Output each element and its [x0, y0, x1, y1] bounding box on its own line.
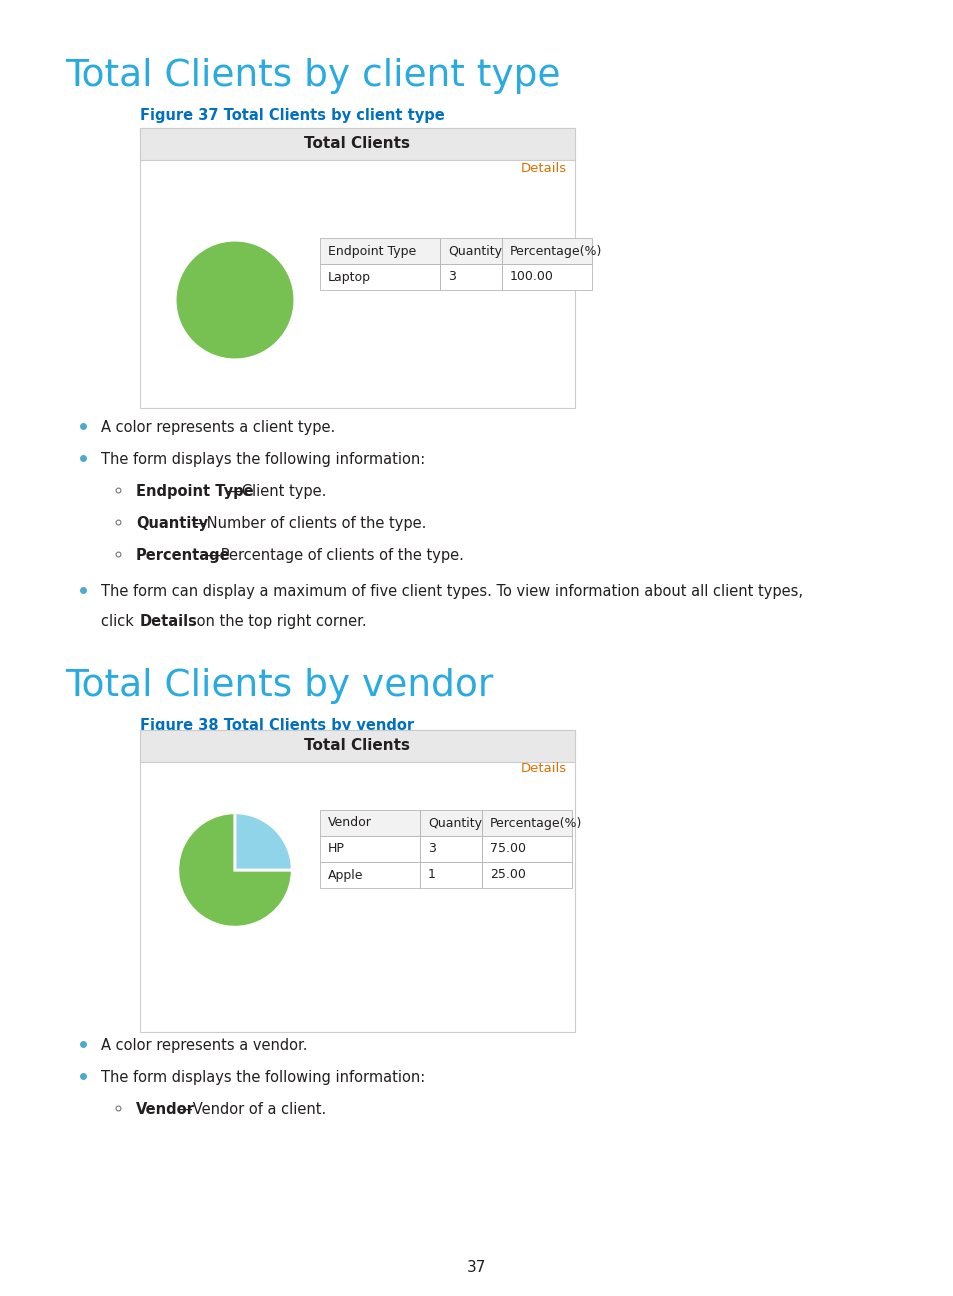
- Bar: [481, 862, 572, 888]
- Text: 25.00: 25.00: [490, 868, 525, 881]
- Bar: [140, 128, 575, 408]
- Bar: [319, 862, 419, 888]
- Bar: [439, 238, 501, 264]
- Bar: [319, 238, 439, 264]
- Text: —Percentage of clients of the type.: —Percentage of clients of the type.: [206, 548, 463, 562]
- Text: HP: HP: [328, 842, 345, 855]
- Text: 1: 1: [428, 868, 436, 881]
- Text: A color represents a vendor.: A color represents a vendor.: [101, 1038, 307, 1052]
- Text: Endpoint Type: Endpoint Type: [328, 245, 416, 258]
- Bar: [419, 836, 481, 862]
- Text: Endpoint Type: Endpoint Type: [136, 483, 253, 499]
- Text: Total Clients by client type: Total Clients by client type: [65, 58, 560, 95]
- Bar: [481, 810, 572, 836]
- Bar: [319, 836, 419, 862]
- Text: Apple: Apple: [328, 868, 363, 881]
- Text: Quantity: Quantity: [428, 816, 481, 829]
- Text: 3: 3: [448, 271, 456, 284]
- Bar: [140, 128, 575, 159]
- Text: Percentage(%): Percentage(%): [490, 816, 581, 829]
- Bar: [501, 264, 592, 290]
- Text: 37: 37: [467, 1261, 486, 1275]
- Text: Percentage: Percentage: [136, 548, 231, 562]
- Text: The form displays the following information:: The form displays the following informat…: [101, 452, 425, 467]
- Bar: [439, 264, 501, 290]
- Text: The form can display a maximum of five client types. To view information about a: The form can display a maximum of five c…: [101, 584, 802, 599]
- Text: Percentage(%): Percentage(%): [510, 245, 601, 258]
- Text: Quantity: Quantity: [448, 245, 501, 258]
- Text: Details: Details: [520, 762, 566, 775]
- Text: Total Clients by vendor: Total Clients by vendor: [65, 667, 493, 704]
- Text: Laptop: Laptop: [328, 271, 371, 284]
- Text: 3: 3: [428, 842, 436, 855]
- Text: Total Clients: Total Clients: [304, 739, 410, 753]
- Text: Figure 37 Total Clients by client type: Figure 37 Total Clients by client type: [140, 108, 444, 123]
- Text: 75.00: 75.00: [490, 842, 525, 855]
- Wedge shape: [177, 813, 292, 927]
- Text: Total Clients: Total Clients: [304, 136, 410, 152]
- Bar: [501, 238, 592, 264]
- Text: Details: Details: [139, 614, 197, 629]
- Wedge shape: [234, 813, 292, 870]
- Text: Vendor: Vendor: [328, 816, 372, 829]
- Bar: [319, 810, 419, 836]
- Bar: [140, 730, 575, 1032]
- Text: Figure 38 Total Clients by vendor: Figure 38 Total Clients by vendor: [140, 718, 414, 734]
- Bar: [319, 264, 439, 290]
- Text: 100.00: 100.00: [510, 271, 554, 284]
- Text: Vendor: Vendor: [136, 1102, 194, 1117]
- Text: —Number of clients of the type.: —Number of clients of the type.: [192, 516, 426, 531]
- Text: A color represents a client type.: A color represents a client type.: [101, 420, 335, 435]
- Text: on the top right corner.: on the top right corner.: [192, 614, 366, 629]
- Text: Details: Details: [520, 162, 566, 175]
- Bar: [140, 730, 575, 762]
- Text: —Vendor of a client.: —Vendor of a client.: [178, 1102, 326, 1117]
- Bar: [481, 836, 572, 862]
- Text: The form displays the following information:: The form displays the following informat…: [101, 1070, 425, 1085]
- Text: Quantity: Quantity: [136, 516, 208, 531]
- Bar: [419, 862, 481, 888]
- Wedge shape: [175, 240, 294, 360]
- Bar: [419, 810, 481, 836]
- Text: —Client type.: —Client type.: [227, 483, 326, 499]
- Text: click: click: [101, 614, 138, 629]
